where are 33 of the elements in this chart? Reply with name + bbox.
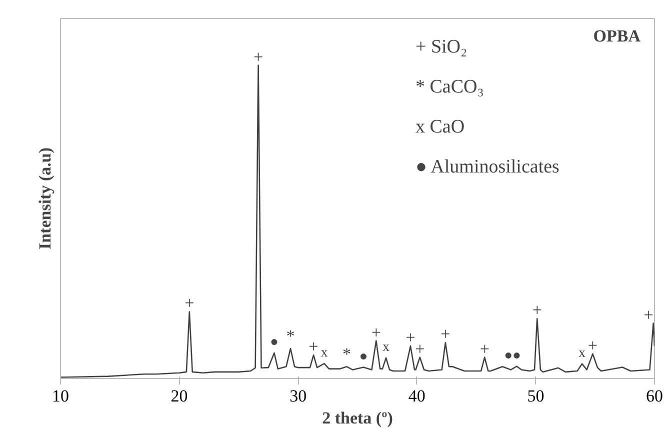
annotation: ● [512, 348, 521, 364]
annotation: + [644, 305, 654, 324]
annotation: ● [359, 349, 368, 364]
x-tick-label: 30 [290, 386, 307, 406]
annotation: + [254, 47, 264, 66]
x-tick-label: 20 [170, 386, 188, 406]
x-axis-title: 2 theta (º) [322, 408, 393, 428]
x-tick-label: 60 [646, 386, 663, 406]
annotation: ● [270, 334, 278, 350]
annotation: + [184, 294, 194, 313]
annotation: x CaO [416, 116, 465, 138]
annotation: x [578, 346, 586, 361]
annotation: + [371, 322, 381, 342]
annotation: + [406, 328, 416, 348]
annotation: + [588, 336, 598, 355]
annotation: x [320, 346, 328, 361]
chart-title: OPBA [593, 26, 642, 46]
y-axis-title: Intensity (a.u) [36, 147, 54, 250]
annotation: ● [504, 348, 513, 364]
x-tick-label: 40 [408, 386, 426, 406]
annotation: + [308, 337, 318, 356]
annotation: + [480, 339, 490, 358]
annotation: ● Aluminosilicates [416, 156, 560, 178]
annotation: + [440, 324, 450, 344]
annotation: + [415, 339, 425, 358]
annotation: * [342, 344, 352, 364]
x-tick-label: 50 [527, 386, 544, 406]
text: + SiO₂ [416, 36, 468, 58]
annotation: + [532, 300, 542, 320]
annotation: * CaCO₃ [416, 76, 484, 98]
annotation: x [382, 340, 390, 355]
x-tick-label: 10 [52, 386, 69, 406]
annotation: * [286, 326, 295, 346]
